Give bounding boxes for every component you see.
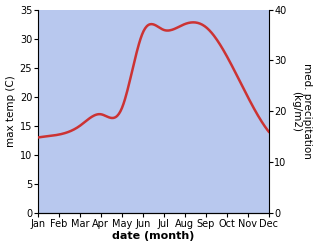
Y-axis label: max temp (C): max temp (C) — [5, 75, 16, 147]
Y-axis label: med. precipitation
(kg/m2): med. precipitation (kg/m2) — [291, 63, 313, 159]
X-axis label: date (month): date (month) — [112, 231, 194, 242]
